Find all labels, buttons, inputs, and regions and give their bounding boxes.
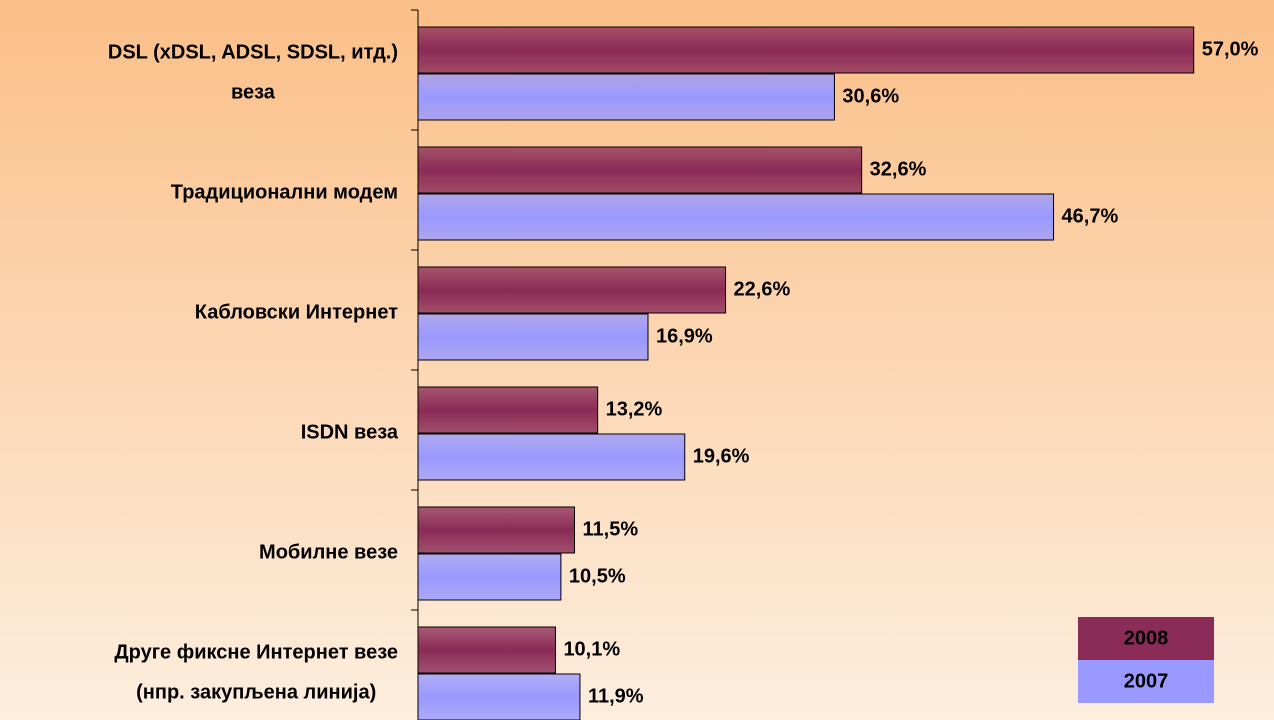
bar [417, 506, 576, 554]
bar [417, 193, 1055, 241]
bar [417, 266, 727, 314]
category-label: DSL (xDSL, ADSL, SDSL, итд.) [108, 41, 398, 63]
category-label: Традиционални модем [171, 181, 398, 203]
legend-label: 2008 [1124, 627, 1169, 649]
legend-label: 2007 [1124, 670, 1169, 692]
category-label: Кабловски Интернет [195, 301, 398, 323]
value-label: 46,7% [1062, 205, 1119, 227]
category-label: веза [231, 81, 276, 103]
bar [417, 146, 863, 194]
bar [417, 626, 556, 674]
bar [417, 26, 1195, 74]
category-label: Друге фиксне Интернет везе [114, 641, 398, 663]
bar [417, 73, 835, 121]
value-label: 13,2% [606, 398, 663, 420]
value-label: 11,5% [583, 518, 639, 540]
value-label: 10,5% [569, 565, 626, 587]
value-label: 22,6% [734, 278, 791, 300]
bar [417, 433, 686, 481]
value-label: 19,6% [693, 445, 750, 467]
value-label: 30,6% [842, 85, 899, 107]
legend-swatch [1078, 617, 1214, 660]
value-label: 32,6% [870, 158, 927, 180]
category-label: (нпр. закупљена линија) [136, 681, 376, 703]
value-label: 11,9% [588, 685, 644, 707]
value-label: 57,0% [1202, 38, 1259, 60]
value-label: 10,1% [563, 638, 620, 660]
legend-swatch [1078, 660, 1214, 703]
bar [417, 313, 649, 361]
bar [417, 386, 599, 434]
category-label: Мобилне везе [259, 541, 398, 563]
bar [417, 553, 562, 601]
category-label: ISDN веза [301, 421, 399, 443]
value-label: 16,9% [656, 325, 713, 347]
bar [417, 673, 581, 720]
